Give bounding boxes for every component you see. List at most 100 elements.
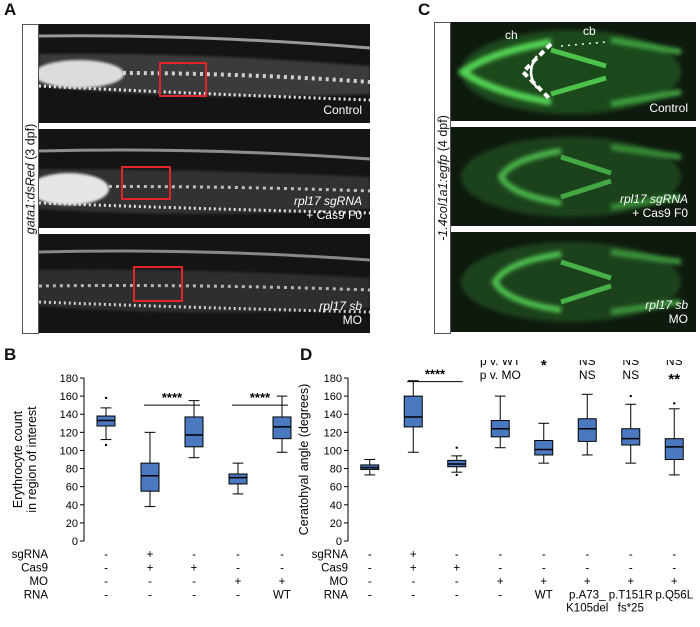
condition-value: -	[411, 590, 415, 602]
condition-value: +	[540, 576, 547, 588]
y-tick-label: 60	[66, 482, 78, 494]
condition-value: +	[671, 576, 678, 588]
condition-value: +	[497, 576, 504, 588]
region-of-interest	[121, 166, 171, 200]
condition-value: +	[235, 576, 242, 588]
stat-vs-wt: NS	[622, 360, 639, 368]
y-tick-label: 20	[66, 518, 78, 530]
condition-value: -	[455, 590, 459, 602]
condition-value: -	[104, 563, 108, 575]
y-tick-label: 180	[324, 373, 342, 385]
condition-label: sgRNA	[312, 549, 349, 561]
cartilage-fluorescence	[456, 30, 682, 114]
y-axis-label: Ceratohyal angle (degrees)	[297, 384, 311, 535]
stat-vs-wt: NS	[579, 360, 596, 368]
image-caption: Control	[323, 103, 362, 117]
condition-value: p.T151R	[609, 590, 653, 602]
stat-vs-mo: NS	[579, 368, 596, 382]
image-caption: rpl17 sb MO	[645, 298, 688, 326]
image-caption: rpl17 sb MO	[319, 299, 362, 327]
y-axis-label: in region of interest	[25, 406, 39, 513]
box	[272, 416, 292, 440]
condition-value: WT	[273, 590, 291, 602]
y-tick-label: 40	[330, 500, 342, 512]
cb-annotation: cb	[583, 24, 596, 38]
condition-value: -	[192, 549, 196, 561]
condition-value: +	[584, 576, 591, 588]
condition-value: -	[236, 549, 240, 561]
condition-value: +	[410, 563, 417, 575]
panel-b-letter: B	[4, 345, 17, 364]
condition-value: +	[453, 563, 460, 575]
condition-value: -	[368, 590, 372, 602]
condition-value: -	[236, 590, 240, 602]
image-c-control: ch cb Control	[451, 22, 696, 121]
image-caption: rpl17 sgRNA + Cas9 F0	[293, 194, 362, 222]
condition-value: +	[279, 576, 286, 588]
condition-label: sgRNA	[12, 549, 49, 561]
image-a-crispant: rpl17 sgRNA + Cas9 F0	[39, 129, 370, 228]
image-a-morphant: rpl17 sb MO	[39, 234, 370, 333]
condition-label: MO	[29, 576, 48, 588]
panel-d-letter: D	[300, 345, 313, 364]
region-of-interest	[133, 266, 183, 302]
y-tick-label: 0	[336, 536, 342, 548]
region-of-interest	[159, 62, 207, 97]
condition-value: -	[672, 563, 676, 575]
stage-label: (4 dpf)	[435, 115, 450, 155]
condition-value: WT	[535, 590, 553, 602]
condition-value: -	[280, 563, 284, 575]
condition-label: MO	[329, 576, 348, 588]
condition-value: +	[147, 549, 154, 561]
y-tick-label: 0	[72, 536, 78, 548]
condition-value: +	[191, 563, 198, 575]
condition-value: -	[585, 563, 589, 575]
image-c-morphant: rpl17 sb MO	[451, 232, 696, 332]
image-a-control: Control	[39, 24, 370, 123]
box	[621, 428, 641, 446]
y-axis-label: Erythrocyte count	[11, 410, 25, 508]
condition-value: -	[455, 549, 459, 561]
cartilage-fluorescence	[461, 242, 682, 322]
chart-b: 0 20 40 60 80 100 120 140 160 180 Erythrocyte coun…	[11, 373, 292, 602]
condition-value: -	[629, 563, 633, 575]
outlier-point	[673, 402, 676, 405]
y-tick-label: 100	[60, 445, 78, 457]
y-tick-label: 180	[60, 373, 78, 385]
condition-value: -	[411, 576, 415, 588]
condition-value: -	[280, 549, 284, 561]
panel-c-side-label: -1.4col1a1:egfp (4 dpf)	[434, 22, 451, 334]
image-caption: Control	[649, 101, 688, 115]
stat-vs-wt: NS	[666, 360, 683, 368]
condition-value: -	[585, 549, 589, 561]
condition-value: -	[542, 563, 546, 575]
box	[534, 439, 554, 456]
condition-value: p.Q56L	[655, 590, 693, 602]
stat-vs-wt: *	[541, 360, 547, 374]
box	[184, 416, 204, 448]
condition-value: +	[147, 563, 154, 575]
y-tick-label: 140	[324, 409, 342, 421]
condition-value: -	[672, 549, 676, 561]
y-tick-label: 100	[324, 445, 342, 457]
image-c-crispant: rpl17 sgRNA + Cas9 F0	[451, 127, 696, 226]
fish-tail-fluorescence	[39, 249, 370, 314]
condition-value: K105del	[566, 603, 608, 615]
y-tick-label: 140	[60, 409, 78, 421]
transgene-label: -1.4col1a1:egfp	[435, 154, 450, 241]
transgene-label: gata1:dsRed	[23, 163, 38, 235]
condition-value: +	[627, 576, 634, 588]
significance-label: ****	[250, 390, 271, 405]
condition-value: -	[148, 590, 152, 602]
ch-annotation: ch	[505, 28, 518, 42]
condition-value: -	[104, 576, 108, 588]
significance-label: ****	[425, 367, 446, 382]
stage-label: (3 dpf)	[23, 123, 38, 164]
condition-value: p.A73_	[569, 590, 606, 602]
box	[228, 473, 248, 485]
condition-label: RNA	[24, 590, 49, 602]
box	[403, 395, 423, 428]
box	[140, 462, 160, 492]
condition-value: -	[498, 549, 502, 561]
y-tick-label: 40	[66, 500, 78, 512]
